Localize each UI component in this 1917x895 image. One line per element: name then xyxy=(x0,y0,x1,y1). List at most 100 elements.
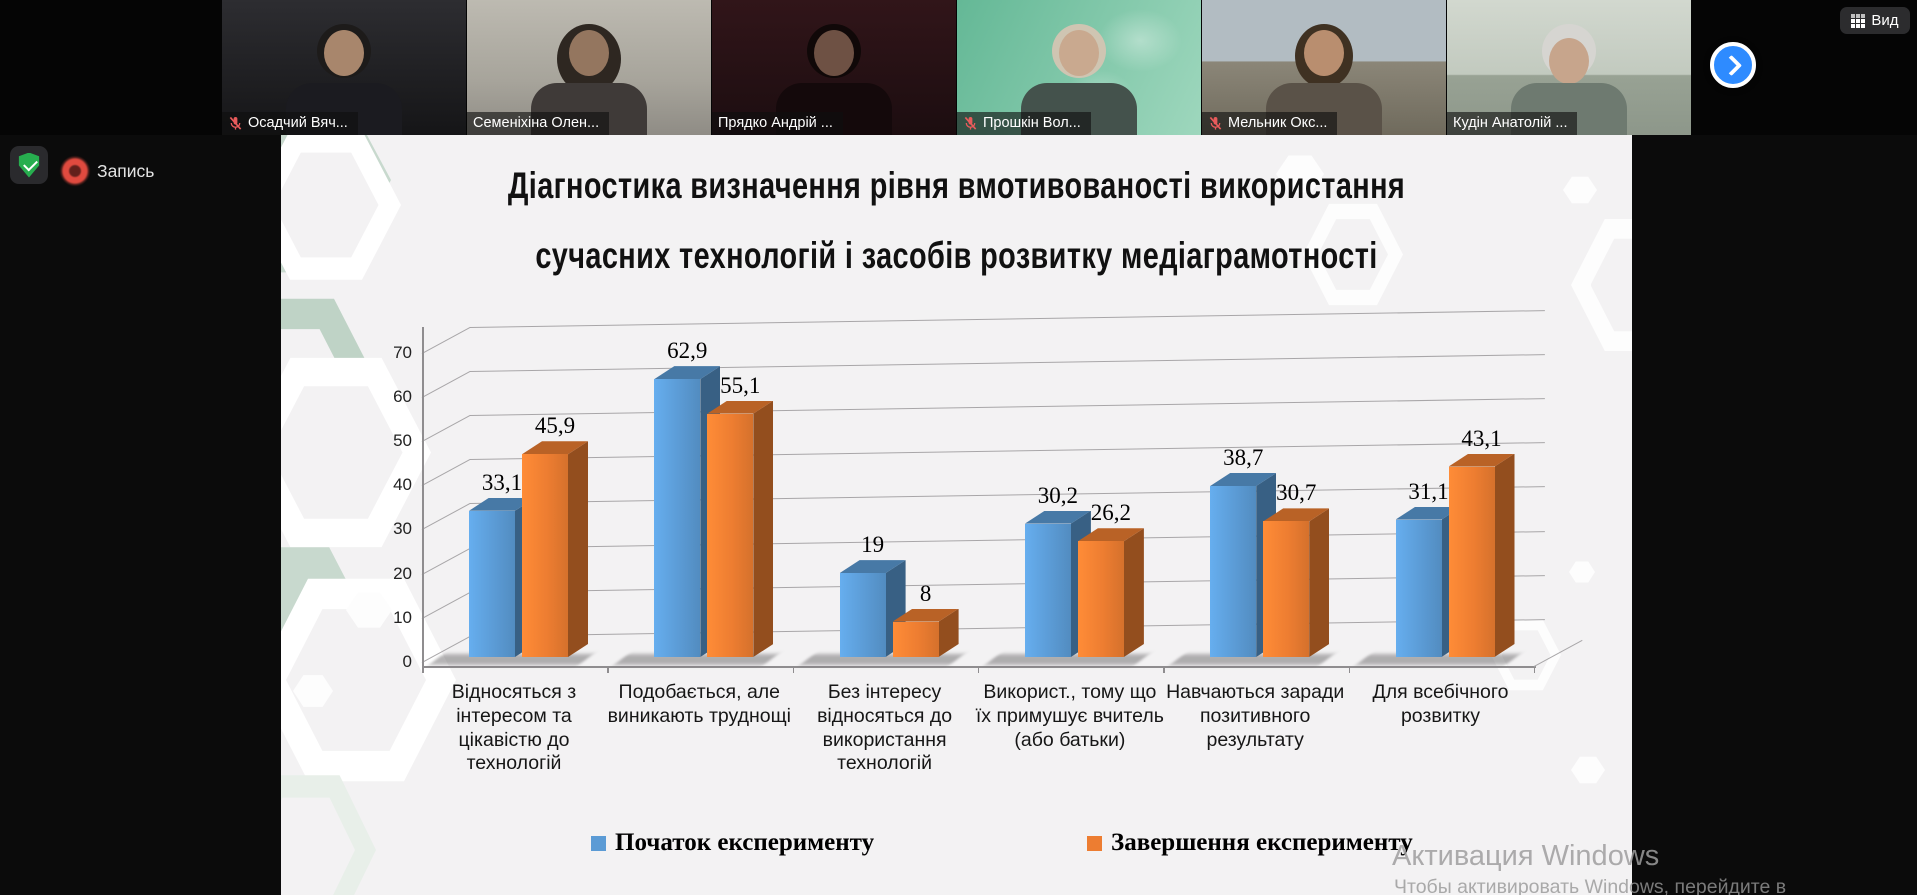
mic-muted-icon xyxy=(228,116,243,131)
bar-value-label: 8 xyxy=(919,580,932,606)
legend-item-start: Початок експерименту xyxy=(591,829,874,857)
bar-value-label: 26,2 xyxy=(1090,500,1132,526)
bar-top-face xyxy=(892,608,959,622)
participant-tile-active-speaker[interactable]: Прядко Андрій ... xyxy=(712,0,956,135)
x-axis-tick xyxy=(1163,666,1165,673)
gridline xyxy=(469,530,1545,550)
grid-connector xyxy=(421,415,471,443)
gridline xyxy=(469,398,1545,417)
x-axis-tick xyxy=(607,666,609,673)
bar-value-label: 38,7 xyxy=(1223,445,1264,471)
bar-value-label: 31,1 xyxy=(1408,478,1449,504)
security-shield-badge[interactable] xyxy=(10,146,48,184)
bar-top-face xyxy=(1024,510,1091,524)
gridline xyxy=(469,619,1545,638)
bar-side-face xyxy=(1495,454,1515,657)
bar-value-label: 45,9 xyxy=(534,413,576,439)
bar-top-face xyxy=(1077,528,1144,542)
participant-name-tag: Кудін Анатолій ... xyxy=(1447,112,1578,135)
legend-swatch-orange xyxy=(1087,835,1102,851)
video-filmstrip: Осадчий Вяч... Семеніхіна Олен... Прядко… xyxy=(0,0,1917,135)
bar-value-label: 19 xyxy=(861,532,885,558)
next-page-arrow-button[interactable] xyxy=(1710,42,1756,88)
bar-top-face xyxy=(1210,473,1277,487)
category-label: Використ., тому що їх примушує вчитель (… xyxy=(975,681,1164,751)
x-axis-tick xyxy=(792,666,795,673)
bar-side-face xyxy=(1124,528,1144,657)
participant-name-tag: Мельник Окс... xyxy=(1202,112,1338,135)
bar-value-label: 55,1 xyxy=(720,372,761,398)
decor-hexagon xyxy=(1569,561,1595,583)
bar-top-face xyxy=(1395,506,1462,520)
participant-name-tag: Прошкін Вол... xyxy=(957,112,1091,135)
x-axis-tick xyxy=(1348,666,1350,673)
category-label: Для всебічного розвитку xyxy=(1372,681,1509,727)
participant-tile[interactable]: Мельник Окс... xyxy=(1202,0,1446,135)
bar-front-face xyxy=(654,379,701,657)
bar-top-face xyxy=(1263,508,1330,522)
participant-name: Прошкін Вол... xyxy=(983,115,1081,131)
y-tick-label: 30 xyxy=(393,519,412,539)
bar-front-face xyxy=(1210,486,1257,657)
windows-activation-watermark-line2: Чтобы активировать Windows, перейдите в xyxy=(1394,876,1787,895)
x-axis-tick xyxy=(422,666,424,673)
view-button-label: Вид xyxy=(1871,12,1899,29)
category-label: Без інтересу відносяться до використання… xyxy=(817,681,953,775)
bar-front-face xyxy=(522,454,568,657)
bar-front-face xyxy=(1077,541,1124,657)
slide-title-line2: сучасних технологій і засобів розвитку м… xyxy=(535,235,1378,276)
y-tick-label: 60 xyxy=(393,386,412,406)
participant-name: Мельник Окс... xyxy=(1228,115,1328,131)
bar-value-label: 30,7 xyxy=(1276,480,1317,506)
bar-value-label: 33,1 xyxy=(481,469,523,495)
bar-top-face xyxy=(839,560,906,574)
participant-name-tag: Осадчий Вяч... xyxy=(222,112,358,135)
bar-front-face xyxy=(1263,521,1310,657)
grid-connector xyxy=(421,370,471,399)
x-axis-tick xyxy=(1533,666,1536,673)
y-axis-line xyxy=(422,327,424,670)
slide-title-line1: Діагностика визначення рівня вмотивовано… xyxy=(507,165,1406,206)
participant-tile[interactable]: Семеніхіна Олен... xyxy=(467,0,711,135)
bar-side-face xyxy=(939,609,959,657)
participant-tile[interactable]: Осадчий Вяч... xyxy=(222,0,466,135)
bar-top-face xyxy=(522,441,588,455)
legend-label-end: Завершення експерименту xyxy=(1111,829,1413,856)
participant-name-tag: Прядко Андрій ... xyxy=(712,112,843,135)
slide-chart: 0 10 20 30 40 50 60 70 33,1 45,9 Відносяться з інт… xyxy=(281,135,1632,895)
bar-front-face xyxy=(1395,519,1442,657)
participant-name: Прядко Андрій ... xyxy=(718,115,833,131)
gridline xyxy=(469,442,1545,461)
grid-connector xyxy=(421,547,471,575)
bar-value-label: 30,2 xyxy=(1037,482,1079,508)
bar-top-face xyxy=(1448,453,1515,467)
bar-top-face xyxy=(469,497,535,511)
bar-top-face xyxy=(707,400,774,414)
participant-name: Осадчий Вяч... xyxy=(248,115,348,131)
shield-check-icon xyxy=(18,152,40,178)
bar-front-face xyxy=(892,621,939,657)
participant-tile[interactable]: Кудін Анатолій ... xyxy=(1447,0,1691,135)
bar-front-face xyxy=(469,510,515,657)
legend-item-end: Завершення експерименту xyxy=(1087,829,1413,857)
y-tick-label: 50 xyxy=(393,431,412,451)
category-label: Відносяться з інтересом та цікавістю до … xyxy=(451,681,577,775)
recording-dot-icon xyxy=(60,156,90,186)
bar-side-face xyxy=(753,401,773,657)
presentation-slide: Діагностика визначення рівня вмотивовано… xyxy=(281,135,1632,895)
mic-muted-icon xyxy=(963,116,978,131)
gallery-grid-icon xyxy=(1851,13,1866,28)
bar-front-face xyxy=(707,413,754,657)
view-button[interactable]: Вид xyxy=(1840,7,1910,34)
participant-thumbnails: Осадчий Вяч... Семеніхіна Олен... Прядко… xyxy=(222,0,1692,135)
legend-swatch-blue xyxy=(591,835,606,851)
grid-connector xyxy=(421,326,471,355)
bar-front-face xyxy=(1024,523,1071,657)
category-label: Подобається, але виникають труднощі xyxy=(607,681,792,727)
x-axis-tick xyxy=(977,666,980,673)
legend-label-start: Початок експерименту xyxy=(615,829,875,856)
participant-tile[interactable]: Прошкін Вол... xyxy=(957,0,1201,135)
category-label: Навчаються заради позитивного результату xyxy=(1166,681,1345,751)
bar-side-face xyxy=(568,441,588,657)
